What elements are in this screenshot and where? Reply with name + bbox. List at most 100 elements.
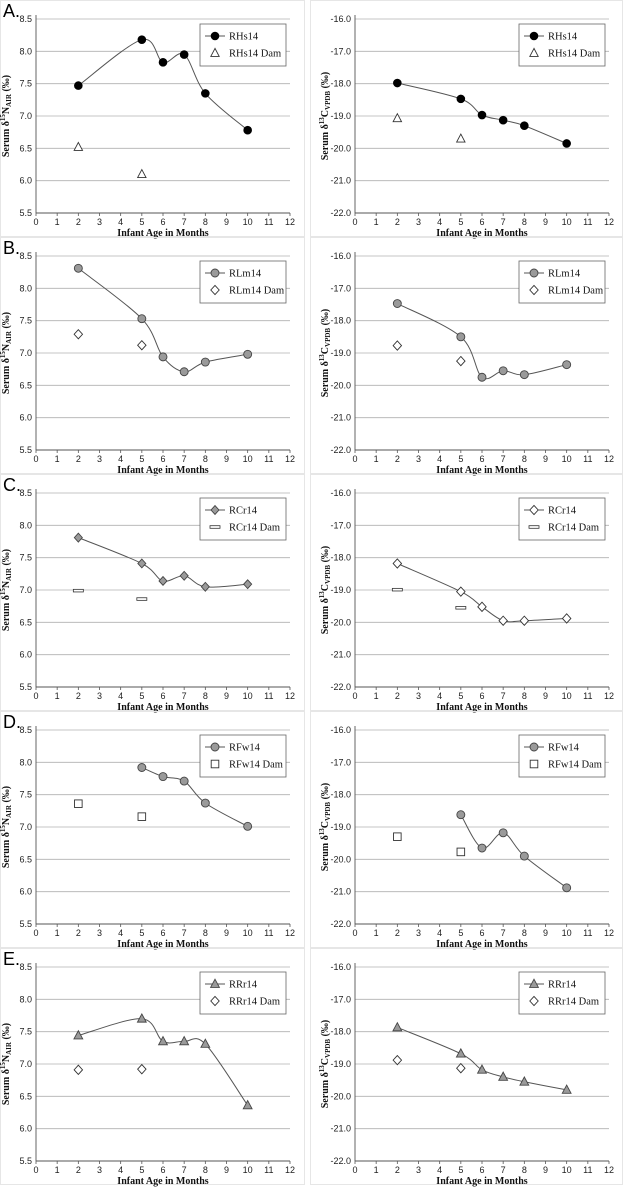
legend-label: RRr14 Dam	[548, 997, 599, 1008]
series-line-1	[397, 303, 567, 380]
y-tick-label: 6.5	[19, 1091, 32, 1101]
data-point	[456, 847, 466, 857]
y-axis-title-part: (‰)	[1, 1023, 12, 1042]
y-axis-title-part: Serum δ	[320, 361, 331, 397]
x-tick-label: 9	[224, 217, 229, 227]
y-axis-title-part: Serum δ	[1, 121, 12, 157]
x-tick-label: 5	[458, 691, 463, 701]
data-point	[201, 89, 210, 98]
y-axis-title-sup: 13	[318, 1065, 326, 1073]
y-tick-label: 5.5	[19, 919, 32, 929]
data-point	[392, 558, 403, 569]
x-tick-label: 10	[243, 928, 253, 938]
x-tick-label: 4	[437, 217, 442, 227]
x-tick-label: 2	[395, 928, 400, 938]
y-tick-label: 6.0	[19, 650, 32, 660]
y-axis-title: Serum δ13CVPDB (‰)	[318, 309, 332, 398]
data-point	[243, 349, 253, 359]
y-tick-label: 8.0	[19, 994, 32, 1004]
y-tick-label: -17.0	[330, 283, 351, 293]
y-tick-label: -22.0	[330, 1156, 351, 1166]
series-line-1	[78, 1018, 249, 1106]
x-tick-label: 1	[374, 691, 379, 701]
x-tick-label: 2	[76, 217, 81, 227]
data-point	[519, 370, 529, 380]
x-tick-label: 6	[160, 217, 165, 227]
y-tick-label: -21.0	[330, 1124, 351, 1134]
legend-marker	[529, 742, 539, 752]
data-point	[562, 883, 572, 893]
y-tick-label: 6.5	[19, 617, 32, 627]
x-tick-label: 0	[352, 454, 357, 464]
x-tick-label: 3	[97, 1165, 102, 1175]
chart-panel-8: -22.0-21.0-20.0-19.0-18.0-17.0-16.00 1 2 3 4…	[310, 711, 623, 950]
x-tick-label: 0	[352, 1165, 357, 1175]
y-tick-label: -16.0	[330, 725, 351, 735]
x-tick-label: 3	[97, 691, 102, 701]
data-point	[243, 579, 253, 590]
y-tick-label: -19.0	[330, 348, 351, 358]
legend-marker	[529, 504, 539, 516]
data-point	[455, 1047, 466, 1058]
data-point	[137, 763, 147, 772]
y-tick-label: 6.0	[19, 1124, 32, 1134]
y-axis-title-part: Serum δ	[320, 598, 331, 634]
x-tick-label: 11	[264, 1165, 273, 1175]
x-tick-label: 11	[264, 691, 273, 701]
x-tick-label: 1	[374, 1165, 379, 1175]
x-tick-label: 5	[458, 1165, 463, 1175]
y-tick-label: -18.0	[330, 790, 351, 800]
x-tick-label: 4	[437, 454, 442, 464]
panel-frame	[0, 474, 305, 711]
x-tick-label: 5	[139, 217, 144, 227]
y-tick-label: -20.0	[330, 143, 351, 153]
y-axis-title-part: (‰)	[320, 546, 331, 565]
x-tick-label: 7	[182, 454, 187, 464]
data-point	[158, 58, 168, 67]
legend-marker	[529, 995, 539, 1007]
legend-label: RLm14 Dam	[229, 286, 284, 297]
x-tick-label: 8	[522, 691, 527, 701]
legend-marker	[210, 759, 220, 769]
y-tick-label: -19.0	[330, 111, 351, 121]
x-tick-label: 7	[501, 1165, 506, 1175]
legend-marker	[528, 978, 540, 988]
x-axis-title: Infant Age in Months	[117, 228, 209, 239]
y-axis-title-part: Serum δ	[1, 1069, 12, 1105]
x-tick-label: 1	[55, 454, 60, 464]
x-tick-label: 7	[501, 691, 506, 701]
x-tick-label: 11	[583, 454, 592, 464]
y-axis-title-sup: 13	[318, 354, 326, 362]
x-tick-label: 4	[118, 1165, 123, 1175]
panel-frame	[0, 948, 305, 1185]
y-tick-label: -16.0	[330, 14, 351, 24]
x-tick-label: 2	[76, 928, 81, 938]
x-tick-label: 12	[285, 454, 295, 464]
data-point	[200, 357, 210, 367]
x-tick-label: 12	[604, 691, 614, 701]
x-tick-label: 10	[562, 217, 572, 227]
x-tick-label: 6	[479, 1165, 484, 1175]
x-axis-title: Infant Age in Months	[117, 939, 209, 950]
data-point	[73, 1064, 84, 1076]
x-tick-label: 8	[203, 1165, 208, 1175]
data-point	[158, 352, 168, 362]
data-point	[455, 133, 466, 143]
y-tick-label: -20.0	[330, 617, 351, 627]
x-tick-label: 5	[139, 691, 144, 701]
y-axis-title-part: N	[1, 343, 12, 351]
data-point	[136, 168, 147, 179]
legend-label: RCr14	[548, 506, 577, 517]
x-tick-label: 8	[203, 691, 208, 701]
x-tick-label: 10	[243, 217, 253, 227]
y-tick-label: 8.0	[19, 283, 32, 293]
data-point	[455, 606, 467, 610]
x-tick-label: 8	[522, 217, 527, 227]
x-tick-label: 6	[160, 454, 165, 464]
data-point	[158, 772, 168, 782]
x-tick-label: 4	[118, 454, 123, 464]
data-point	[498, 366, 508, 376]
y-axis-title-sub: VPDB	[324, 1039, 332, 1058]
x-tick-label: 0	[352, 217, 357, 227]
